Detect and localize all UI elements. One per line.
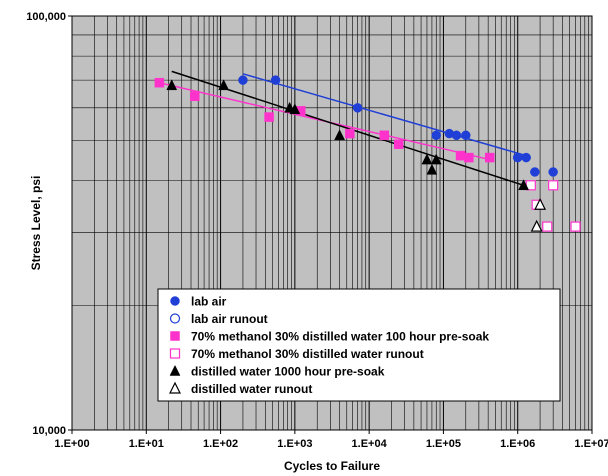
data-point-series-3 xyxy=(393,139,404,150)
data-point-series-3 xyxy=(464,152,474,163)
data-point-series-5 xyxy=(289,103,301,115)
data-point-series-4 xyxy=(570,221,581,232)
x-tick-label: 1.E+00 xyxy=(54,438,89,450)
trend-lines xyxy=(159,70,527,187)
legend-entry-label: lab air xyxy=(191,295,227,309)
legend-marker-2 xyxy=(169,313,181,324)
legend-entry-label: 70% methanol 30% distilled water runout xyxy=(191,347,424,361)
data-point-series-5 xyxy=(426,163,438,175)
data-point-series-3 xyxy=(484,152,495,163)
data-point-series-1 xyxy=(461,130,471,141)
data-point-series-1 xyxy=(431,130,441,141)
x-tick-label: 1.E+04 xyxy=(352,438,388,450)
y-tick-label: 10,000 xyxy=(32,425,66,437)
data-points xyxy=(154,75,581,232)
legend-entry-label: distilled water 1000 hour pre-soak xyxy=(191,365,385,379)
y-axis-ticks: 10,000 100,000 xyxy=(26,11,72,437)
x-tick-label: 1.E+02 xyxy=(203,438,238,450)
data-point-series-4 xyxy=(548,180,559,191)
data-point-series-3 xyxy=(455,150,466,161)
x-tick-label: 1.E+07 xyxy=(574,438,608,450)
data-point-series-6 xyxy=(534,197,547,210)
data-point-series-5 xyxy=(218,79,230,91)
legend-entry-label: 70% methanol 30% distilled water 100 hou… xyxy=(191,330,489,344)
data-point-series-3 xyxy=(345,128,355,139)
data-point-series-4 xyxy=(542,221,553,232)
legend-entry-label: distilled water runout xyxy=(191,382,312,396)
legend-marker-3 xyxy=(170,331,180,341)
x-tick-label: 1.E+06 xyxy=(500,438,535,450)
data-point-series-5 xyxy=(334,129,345,141)
legend-marker-6 xyxy=(169,381,181,394)
y-axis-label: Stress Level, psi xyxy=(29,176,43,271)
y-tick-label: 100,000 xyxy=(26,11,66,23)
x-tick-label: 1.E+05 xyxy=(426,438,461,450)
data-point-series-5 xyxy=(166,79,178,91)
data-point-series-1 xyxy=(451,130,462,141)
data-point-series-3 xyxy=(154,77,165,88)
data-point-series-1 xyxy=(270,75,281,85)
x-axis-ticks: 1.E+00 1.E+01 1.E+02 1.E+03 1.E+04 1.E+05 1.E+… xyxy=(54,430,608,450)
plot-border xyxy=(71,15,593,431)
legend-marker-4 xyxy=(169,348,181,359)
x-axis-label: Cycles to Failure xyxy=(284,459,380,473)
legend-entry-label: lab air runout xyxy=(191,312,268,326)
data-point-series-1 xyxy=(521,152,531,163)
data-point-series-1 xyxy=(530,167,540,177)
data-point-series-5 xyxy=(421,153,433,165)
data-point-series-1 xyxy=(238,75,248,85)
legend-marker-5 xyxy=(169,364,181,376)
legend-box xyxy=(157,288,561,402)
trend-line xyxy=(242,73,527,157)
data-point-series-1 xyxy=(352,103,363,113)
legend: lab air lab air runout 70% methanol 30% di… xyxy=(157,288,561,402)
data-point-series-3 xyxy=(379,130,390,141)
data-point-series-5 xyxy=(518,179,530,191)
trend-line xyxy=(171,70,524,187)
x-tick-label: 1.E+03 xyxy=(277,438,312,450)
x-tick-label: 1.E+01 xyxy=(129,438,164,450)
legend-marker-1 xyxy=(170,296,180,306)
data-point-series-1 xyxy=(548,167,558,177)
data-point-series-1 xyxy=(512,152,523,163)
data-point-series-3 xyxy=(264,112,274,122)
data-point-series-6 xyxy=(530,219,543,232)
data-point-series-5 xyxy=(430,153,442,165)
data-point-series-3 xyxy=(190,91,200,101)
